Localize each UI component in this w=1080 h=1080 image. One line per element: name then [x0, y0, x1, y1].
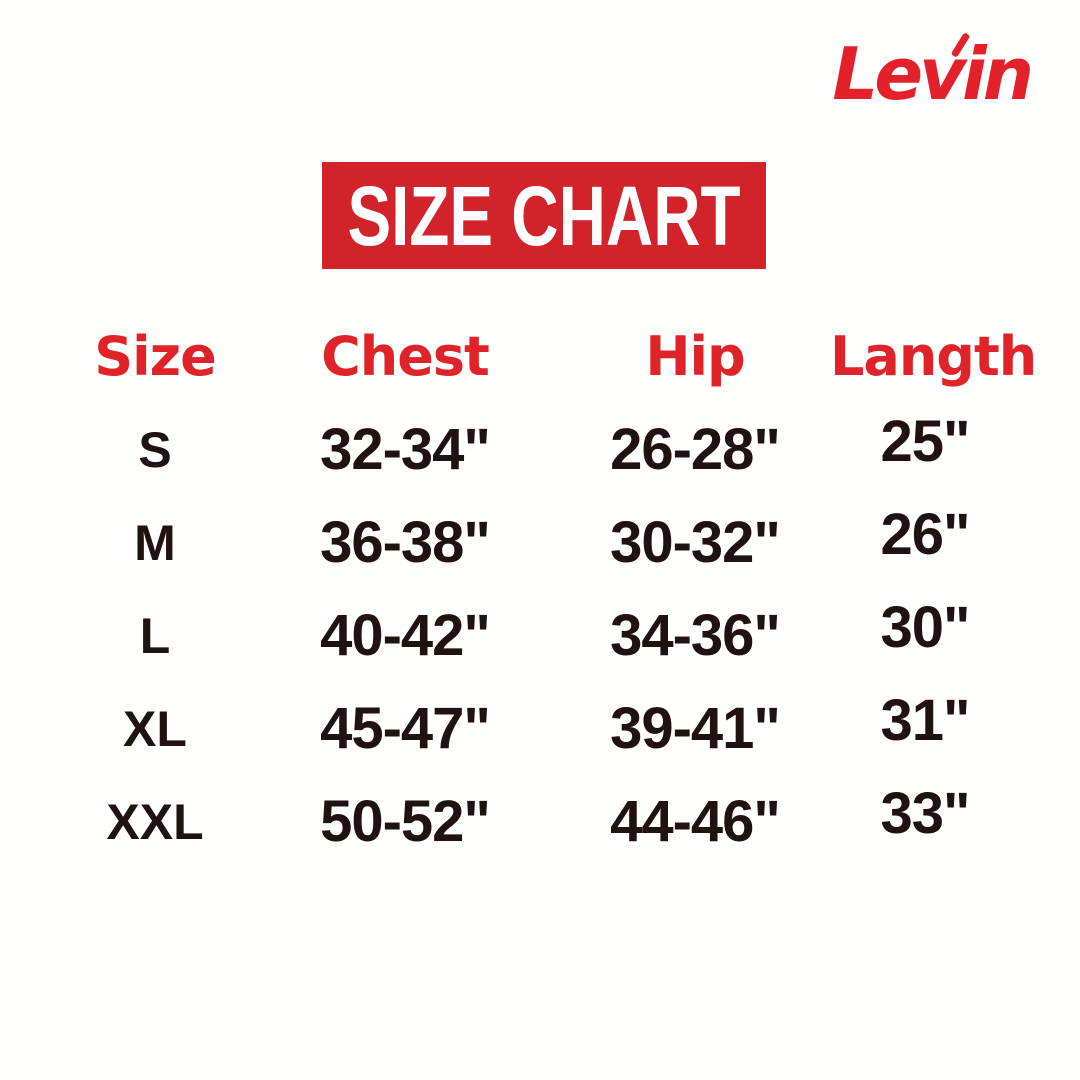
size-value: XXL	[106, 793, 204, 850]
hip-value: 26-28"	[610, 416, 781, 482]
hip-value: 39-41"	[610, 695, 781, 761]
table-row-s: S 32-34" 26-28" 25"	[60, 403, 1020, 496]
size-value: L	[139, 607, 171, 664]
table-row-xxl: XXL 50-52" 44-46" 33"	[60, 775, 1020, 868]
hip-value: 30-32"	[610, 509, 781, 575]
table-row-m: M 36-38" 30-32" 26"	[60, 496, 1020, 589]
length-value: 33"	[880, 780, 970, 846]
column-header-chest: Chest	[321, 324, 490, 388]
hip-value: 44-46"	[610, 788, 781, 854]
page-title: SIZE CHART	[347, 168, 741, 263]
chest-value: 40-42"	[320, 602, 491, 668]
length-value: 25"	[880, 408, 970, 474]
size-value: XL	[123, 700, 187, 757]
title-banner: SIZE CHART	[322, 162, 766, 269]
size-value: M	[134, 514, 176, 571]
chest-value: 45-47"	[320, 695, 491, 761]
table-row-xl: XL 45-47" 39-41" 31"	[60, 682, 1020, 775]
table-header-row: Size Chest Hip Langth	[60, 310, 1037, 403]
length-value: 30"	[880, 594, 970, 660]
chest-value: 50-52"	[320, 788, 491, 854]
size-table: Size Chest Hip Langth S 32-34" 26-28" 25…	[60, 310, 1037, 868]
table-row-l: L 40-42" 34-36" 30"	[60, 589, 1020, 682]
size-value: S	[138, 421, 172, 478]
column-header-hip: Hip	[645, 324, 745, 388]
length-value: 26"	[880, 501, 970, 567]
column-header-size: Size	[94, 324, 216, 388]
length-value: 31"	[880, 687, 970, 753]
column-header-length: Langth	[830, 324, 1037, 388]
brand-logo: Levin	[832, 32, 1034, 110]
chest-value: 36-38"	[320, 509, 491, 575]
hip-value: 34-36"	[610, 602, 781, 668]
brand-logo-text: Levin	[832, 32, 1034, 116]
chest-value: 32-34"	[320, 416, 491, 482]
